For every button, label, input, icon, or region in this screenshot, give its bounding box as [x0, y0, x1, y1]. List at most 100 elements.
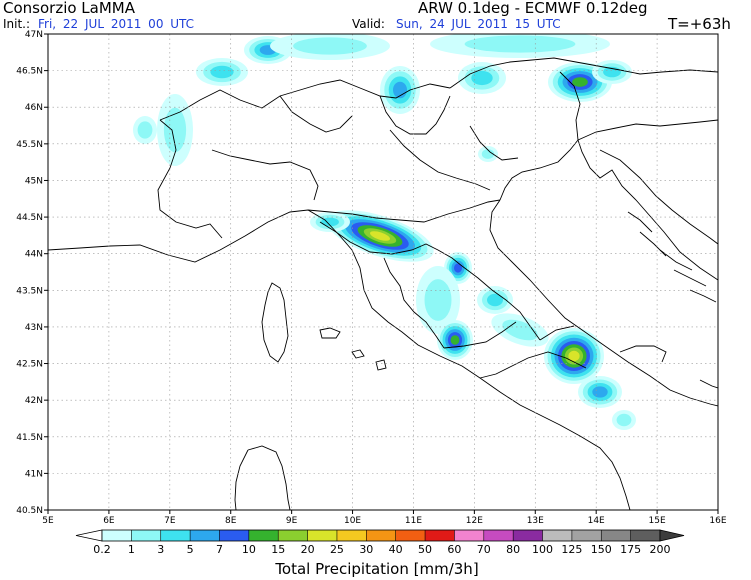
- colorbar-tick-label: 100: [532, 543, 553, 556]
- colorbar-tick-label: 1: [128, 543, 135, 556]
- lon-tick-label: 7E: [164, 516, 176, 526]
- lat-tick-label: 47N: [25, 30, 43, 40]
- coastline-segment: [157, 119, 223, 239]
- lat-tick-label: 46.5N: [16, 67, 43, 77]
- coastline-segment: [389, 129, 491, 191]
- colorbar-tick-label: 80: [506, 543, 520, 556]
- lat-tick-label: 40.5N: [16, 506, 43, 516]
- colorbar-tick-label: 150: [591, 543, 612, 556]
- colorbar-tick-label: 30: [359, 543, 373, 556]
- colorbar-tick-label: 125: [561, 543, 582, 556]
- colorbar-swatch: [102, 530, 132, 541]
- lon-tick-label: 11E: [405, 516, 422, 526]
- colorbar-tick-label: 70: [477, 543, 491, 556]
- coastline-segment: [261, 282, 289, 363]
- coastline-segment: [375, 359, 387, 371]
- coastlines-borders: [48, 57, 718, 510]
- colorbar-tick-label: 15: [271, 543, 285, 556]
- coastline-segment: [247, 445, 291, 510]
- precipitation-field: [133, 34, 636, 430]
- map-frame: [47, 33, 719, 511]
- precip-area: [450, 335, 460, 345]
- colorbar-swatch: [366, 530, 396, 541]
- colorbar-swatch: [219, 530, 250, 541]
- colorbar-swatch: [160, 530, 191, 541]
- lon-tick-label: 14E: [588, 516, 605, 526]
- coastline-segment: [319, 221, 463, 267]
- precip-area: [370, 231, 390, 241]
- valid-label: Valid:: [352, 17, 385, 31]
- lat-tick-label: 41.5N: [16, 433, 43, 443]
- coastline-segment: [234, 449, 249, 510]
- init-label: Init.:: [3, 17, 31, 31]
- coastline-segment: [559, 71, 581, 141]
- colorbar-tick-label: 5: [187, 543, 194, 556]
- coastline-segment: [351, 349, 365, 359]
- coastline-segment: [673, 269, 707, 287]
- precip-area: [424, 279, 452, 321]
- precip-area: [293, 37, 367, 55]
- lon-tick-label: 16E: [709, 516, 726, 526]
- coastline-segment: [499, 139, 579, 201]
- colorbar-tick-label: 200: [650, 543, 671, 556]
- colorbar-tick-label: 50: [418, 543, 432, 556]
- colorbar-swatch: [513, 530, 543, 541]
- lon-axis: 5E 6E 7E 8E 9E 10E 11E 12E 13E 14E 15E 16E: [42, 516, 727, 526]
- precip-area: [568, 350, 580, 362]
- lat-tick-label: 45N: [25, 176, 43, 186]
- coastline-segment: [659, 249, 693, 271]
- coastline-segment: [319, 327, 341, 339]
- model-title: ARW 0.1deg - ECMWF 0.12deg: [418, 0, 648, 17]
- coastline-segment: [619, 345, 667, 363]
- lat-tick-label: 46N: [25, 103, 43, 113]
- colorbar-tick-label: 7: [216, 543, 223, 556]
- lat-axis: 47N 46.5N 46N 45.5N 45N 44.5N 44N 43.5N 43N 42.5N…: [16, 30, 43, 516]
- colorbar-over-arrow: [659, 529, 685, 542]
- lat-tick-label: 43N: [25, 323, 43, 333]
- colorbar-swatch: [454, 530, 485, 541]
- colorbar-swatch: [425, 530, 455, 541]
- colorbar-tick-label: 20: [301, 543, 315, 556]
- coastline-segment: [211, 149, 319, 201]
- colorbar-swatch: [542, 530, 573, 541]
- precip-area: [616, 413, 632, 427]
- colorbar-tick-label: 10: [242, 543, 256, 556]
- lat-tick-label: 41N: [25, 469, 43, 479]
- coastline-segment: [48, 209, 631, 510]
- colorbar-swatch: [307, 530, 338, 541]
- lon-tick-label: 6E: [103, 516, 115, 526]
- colorbar-tick-label: 0.2: [93, 543, 111, 556]
- lat-tick-label: 45.5N: [16, 140, 43, 150]
- coastline-segment: [307, 199, 501, 223]
- coastline-segment: [489, 199, 718, 407]
- colorbar-tick-label: 40: [389, 543, 403, 556]
- coastline-segment: [577, 139, 718, 281]
- lon-tick-label: 15E: [649, 516, 666, 526]
- colorbar-swatch: [395, 530, 426, 541]
- coastline-segment: [279, 95, 353, 133]
- axis-ticks: [44, 33, 719, 514]
- colorbar-legend: 0.2 1 3 5 7 10 15 20 25 30 40 50 60 70 80 100 125 150 175 2…: [75, 529, 685, 578]
- coastline-segment: [443, 321, 517, 349]
- colorbar-swatch: [336, 530, 367, 541]
- precip-area: [210, 65, 234, 79]
- map-layers: [48, 34, 718, 510]
- coastline-segment: [449, 57, 718, 89]
- lon-tick-label: 12E: [466, 516, 483, 526]
- colorbar-tick-label: 175: [620, 543, 641, 556]
- valid-value: Sun, 24 JUL 2011 15 UTC: [396, 17, 561, 31]
- precip-area: [481, 149, 495, 159]
- coastline-segment: [689, 289, 717, 303]
- colorbar-swatch: [630, 530, 661, 541]
- lon-tick-label: 8E: [225, 516, 237, 526]
- colorbar-swatch: [131, 530, 162, 541]
- lat-tick-label: 44N: [25, 250, 43, 260]
- precip-area: [137, 121, 153, 139]
- lon-tick-label: 10E: [344, 516, 361, 526]
- precip-area: [572, 77, 588, 87]
- coastline-segment: [699, 379, 718, 389]
- lat-tick-label: 43.5N: [16, 286, 43, 296]
- colorbar-tick-label: 3: [157, 543, 164, 556]
- coastline-segment: [461, 265, 541, 341]
